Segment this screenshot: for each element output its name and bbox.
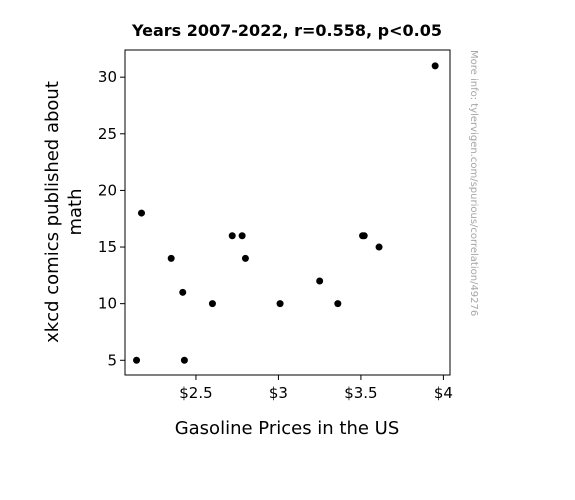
y-tick-label: 10 bbox=[98, 295, 117, 313]
x-tick-label: $2.5 bbox=[179, 384, 212, 402]
x-tick-label: $3.5 bbox=[344, 384, 377, 402]
y-tick-label: 20 bbox=[98, 181, 117, 199]
data-point bbox=[334, 300, 342, 308]
y-axis-label-line-2: math bbox=[65, 188, 86, 235]
data-point bbox=[228, 232, 236, 240]
data-point bbox=[375, 243, 383, 251]
data-point bbox=[316, 277, 324, 285]
y-axis-label-line-1: xkcd comics published about bbox=[42, 81, 63, 343]
y-tick-label: 5 bbox=[107, 351, 117, 369]
data-points bbox=[133, 62, 439, 364]
plot-area-frame bbox=[124, 49, 451, 376]
data-point bbox=[179, 288, 187, 296]
y-tick-label: 15 bbox=[98, 238, 117, 256]
y-tick-label: 30 bbox=[98, 68, 117, 86]
data-point bbox=[238, 232, 246, 240]
data-point bbox=[241, 254, 249, 262]
data-point bbox=[276, 300, 284, 308]
data-point bbox=[137, 209, 145, 217]
y-tick-label: 25 bbox=[98, 125, 117, 143]
y-axis: 5 10 15 20 25 30 bbox=[98, 68, 125, 369]
data-point bbox=[431, 62, 439, 70]
x-axis-label: Gasoline Prices in the US bbox=[175, 418, 400, 439]
data-point bbox=[133, 356, 141, 364]
data-point bbox=[208, 300, 216, 308]
source-note: More info: tylervigen.com/spurious/corre… bbox=[468, 50, 479, 316]
data-point bbox=[167, 254, 175, 262]
x-axis: $2.5 $3 $3.5 $4 bbox=[179, 375, 453, 402]
x-tick-label: $4 bbox=[434, 384, 453, 402]
x-tick-label: $3 bbox=[269, 384, 288, 402]
chart-title: Years 2007-2022, r=0.558, p<0.05 bbox=[131, 21, 442, 40]
data-point bbox=[360, 232, 368, 240]
data-point bbox=[180, 356, 188, 364]
